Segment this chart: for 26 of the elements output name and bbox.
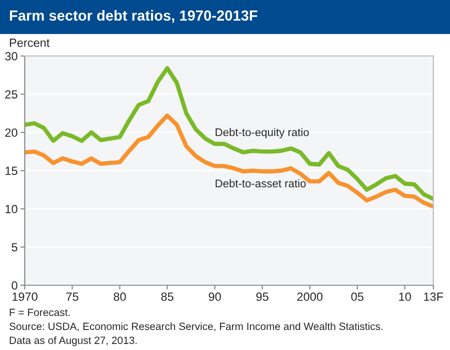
series-label: Debt-to-asset ratio <box>216 179 306 188</box>
y-tick-label: 30 <box>5 52 18 60</box>
x-tick-label: 95 <box>256 292 268 301</box>
y-axis-title: Percent <box>10 38 50 47</box>
y-tick-label: 0 <box>12 281 18 290</box>
x-tick-label: 80 <box>114 292 126 301</box>
y-tick-label: 10 <box>6 204 18 214</box>
y-tick-label: 5 <box>12 243 18 252</box>
line-series <box>24 114 434 209</box>
x-tick-label: 1970 <box>12 292 38 301</box>
x-tick-label: 10 <box>399 292 411 301</box>
x-tick-label: 13F <box>424 292 444 301</box>
x-tick-label: 2000 <box>297 292 322 301</box>
x-tick-label: 85 <box>161 292 174 301</box>
y-tick-label: 20 <box>5 128 18 137</box>
text: Data as of August 27, 2013. <box>10 336 137 346</box>
line-series <box>24 66 434 201</box>
source-note: Source: USDA, Economic Research Service, Farm Income and Wealth Statistics. <box>9 322 382 332</box>
y-tick-label: 25 <box>5 90 18 99</box>
x-tick-label: 90 <box>208 292 221 301</box>
chart-title: Farm sector debt ratios, 1970-2013F <box>10 10 258 23</box>
y-tick-label: 15 <box>6 166 18 176</box>
x-tick-label: 75 <box>66 292 78 301</box>
series-label: Debt-to-equity ratio <box>216 128 309 138</box>
x-tick-label: 05 <box>351 292 364 301</box>
text: F = Forecast. <box>10 308 70 316</box>
